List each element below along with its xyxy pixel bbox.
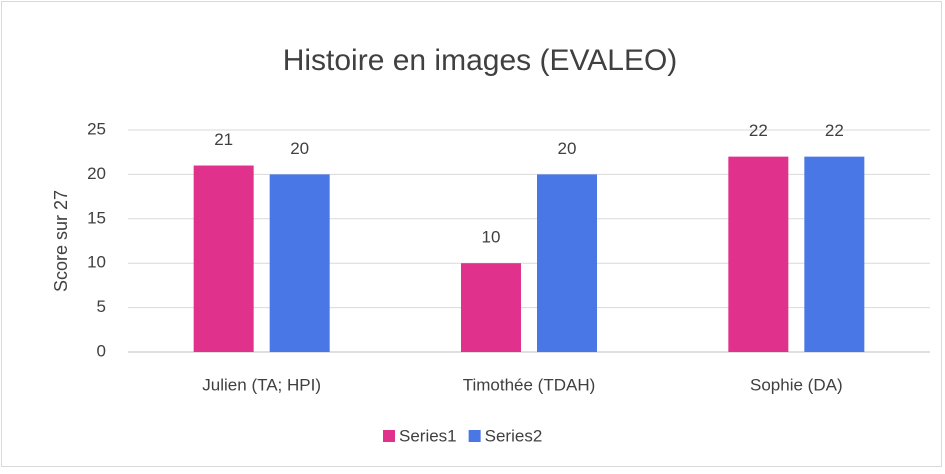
x-tick-label: Timothée (TDAH) [463, 375, 596, 394]
x-tick-label: Sophie (DA) [750, 375, 843, 394]
legend-label: Series2 [485, 426, 543, 445]
data-label: 22 [749, 121, 768, 140]
y-tick-label: 10 [87, 253, 106, 272]
bar [537, 174, 597, 352]
data-label: 21 [214, 130, 233, 149]
y-tick-label: 20 [87, 164, 106, 183]
legend-label: Series1 [399, 426, 457, 445]
bar [269, 174, 330, 352]
y-tick-label: 5 [97, 297, 106, 316]
data-label: 22 [825, 121, 844, 140]
bar [193, 165, 254, 352]
y-tick-label: 15 [87, 208, 106, 227]
data-label: 10 [482, 228, 501, 247]
bar [728, 156, 789, 352]
y-tick-label: 25 [87, 119, 106, 138]
x-tick-label: Julien (TA; HPI) [202, 375, 321, 394]
bar [461, 263, 521, 352]
legend-swatch [468, 430, 481, 442]
bar [804, 156, 865, 352]
legend-swatch [383, 430, 395, 442]
data-label: 20 [558, 139, 577, 158]
data-label: 20 [290, 139, 309, 158]
y-axis-label: Score sur 27 [51, 190, 71, 292]
chart-title: Histoire en images (EVALEO) [283, 44, 678, 77]
y-tick-label: 0 [97, 341, 106, 360]
